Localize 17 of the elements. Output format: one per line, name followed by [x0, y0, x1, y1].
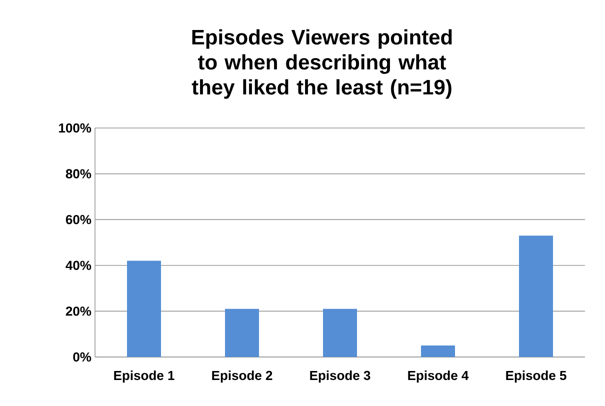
y-tick-label: 60% — [66, 214, 92, 224]
x-tick-label: Episode 4 — [408, 370, 469, 383]
y-tick-label: 20% — [66, 306, 92, 316]
y-tick-label: 100% — [59, 123, 92, 133]
chart-title: Episodes Viewers pointed to when describing what they liked the least (n=19) — [192, 29, 452, 99]
y-tick-label: 0% — [73, 352, 92, 362]
bar — [323, 308, 357, 357]
bar — [225, 308, 260, 357]
x-tick-label: Episode 3 — [310, 370, 370, 383]
x-tick-label: Episode 5 — [506, 370, 566, 383]
bar — [421, 346, 455, 357]
x-tick-label: Episode 2 — [212, 370, 272, 383]
y-tick-label: 40% — [66, 260, 92, 270]
x-tick-label: Episode 1 — [114, 370, 174, 383]
bar — [127, 260, 162, 357]
y-tick-label: 80% — [66, 169, 92, 178]
bar — [519, 236, 553, 357]
